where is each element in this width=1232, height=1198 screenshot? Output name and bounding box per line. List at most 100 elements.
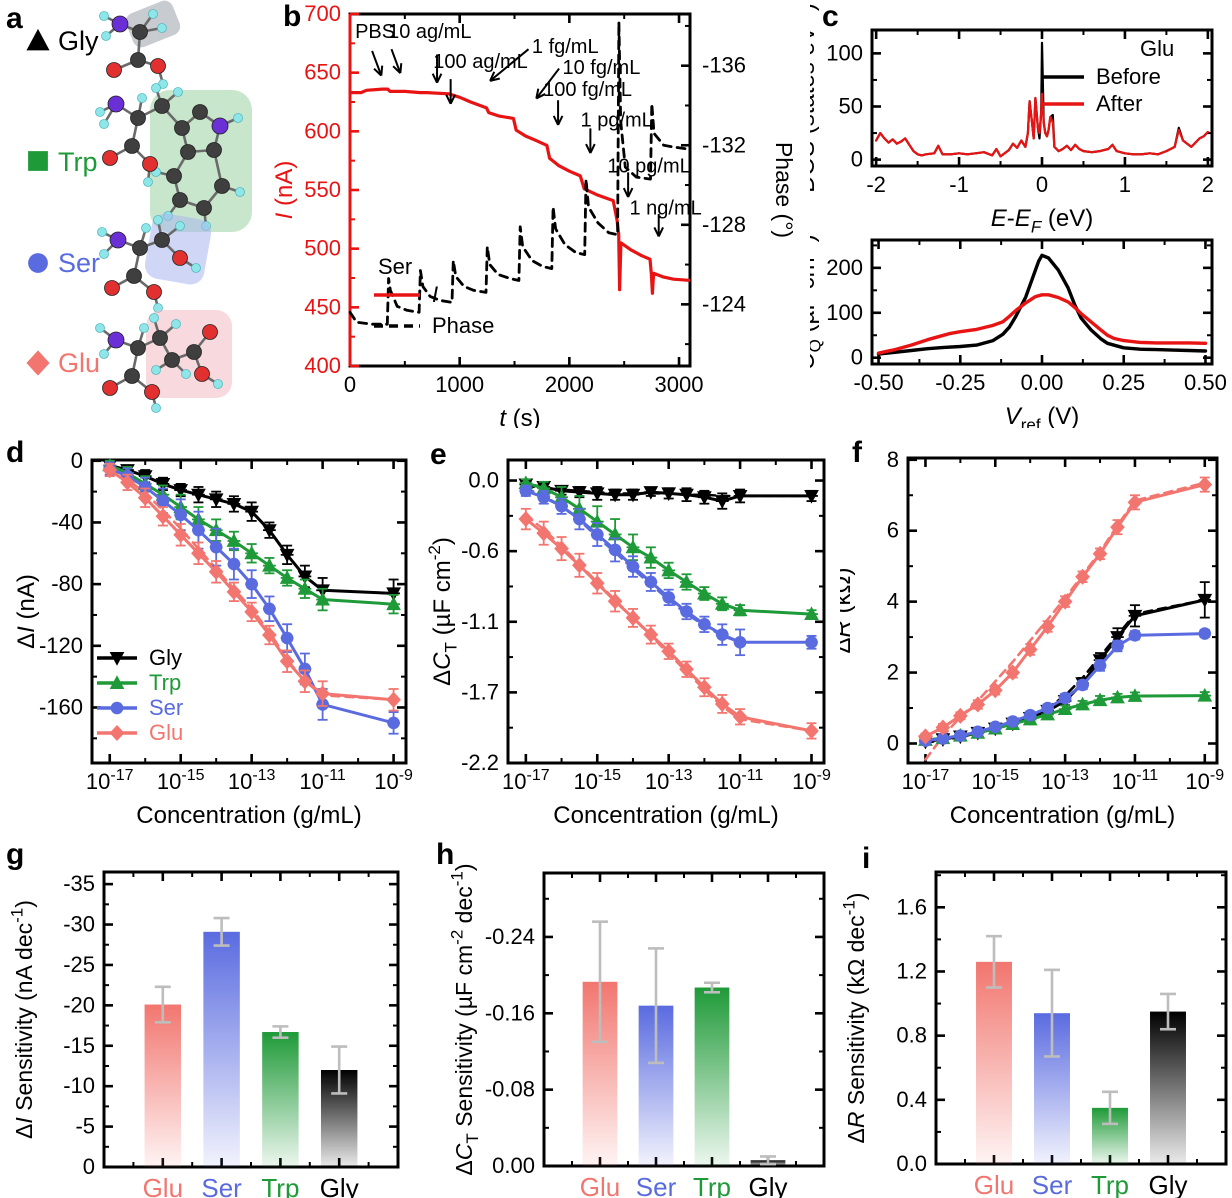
svg-text:ΔI (nA): ΔI (nA) [13,574,40,649]
svg-text:-20: -20 [63,992,95,1017]
svg-text:10-15: 10-15 [971,767,1019,794]
svg-text:-1.1: -1.1 [461,609,499,634]
svg-text:0: 0 [1036,172,1048,197]
dct-sensitivity-bar-chart: 0.00 -0.08 -0.16 -0.24 ΔCT Sensitivity (µF c… [420,830,840,1198]
svg-text:0: 0 [851,345,863,370]
svg-text:100 fg/mL: 100 fg/mL [543,79,632,101]
svg-text:10 pg/mL: 10 pg/mL [607,156,690,178]
panel-c-dos-cq: c -2 -1 0 1 2 0 50 100 E-EF (eV) DOS (states eV-1… [810,0,1232,429]
panel-h-dct-sensitivity: h 0.00 -0.08 -0.16 -0.24 ΔCT Sensitivity (µF… [420,830,840,1198]
svg-text:-136: -136 [702,53,746,78]
svg-text:0.00: 0.00 [492,1153,535,1178]
chart-e: 10-17 10-15 10-13 10-11 10-9 0.0 -0.6 -1.1 -1.7 -… [425,458,831,829]
svg-text:550: 550 [304,177,341,202]
svg-text:PBS: PBS [355,21,395,43]
svg-text:-1.7: -1.7 [461,679,499,704]
svg-text:-1: -1 [949,172,969,197]
svg-text:Glu: Glu [974,1170,1014,1198]
svg-text:50: 50 [839,94,863,119]
svg-text:ΔCT Sensitivity (µF cm-2 dec-1: ΔCT Sensitivity (µF cm-2 dec-1) [447,863,482,1175]
panel-e-delta-ct: e 10-17 10-15 10-13 10-11 10-9 0.0 -0.6 -1.1 -1.… [420,430,840,830]
delta-ct-concentration-chart: 10-17 10-15 10-13 10-11 10-9 0.0 -0.6 -1.1 -1.7 -… [420,430,840,830]
chart-d: 10-17 10-15 10-13 10-11 10-9 0 -40 -80 -120 -160 C… [13,448,413,829]
molecule-diagram: Gly Trp Ser Glu [0,0,270,428]
panel-letter-f: f [852,436,862,469]
svg-text:Trp: Trp [693,1172,731,1198]
chart-i: 0.0 0.4 0.8 1.2 1.6 ΔR Sensitivity (kΩ dec-1)… [840,870,1228,1198]
svg-text:10 ag/mL: 10 ag/mL [388,21,471,43]
svg-text:Trp: Trp [1091,1170,1129,1198]
svg-text:DOS (states eV-1): DOS (states eV-1) [810,3,820,193]
svg-text:10-17: 10-17 [86,767,134,794]
svg-text:-0.16: -0.16 [485,1000,535,1025]
svg-text:10-11: 10-11 [1112,767,1159,794]
svg-text:Concentration (g/mL): Concentration (g/mL) [136,802,361,829]
svg-text:400: 400 [304,353,341,378]
svg-text:10-13: 10-13 [228,767,276,794]
svg-text:200: 200 [826,255,863,280]
di-sensitivity-bar-chart: 0 -5 -10 -15 -20 -25 -30 -35 ΔI Sensitivity (nA … [0,830,420,1198]
svg-text:100: 100 [826,40,863,65]
chart-f: 10-17 10-15 10-13 10-11 10-9 0 2 4 6 8 Concentrati… [840,447,1224,829]
dr-sensitivity-bar-chart: 0.0 0.4 0.8 1.2 1.6 ΔR Sensitivity (kΩ dec-1)… [840,830,1232,1198]
panel-a-molecules: a Gly Trp Ser Glu [0,0,270,428]
svg-text:Ser: Ser [201,1173,242,1198]
svg-text:2000: 2000 [545,372,594,397]
svg-text:0: 0 [851,147,863,172]
svg-text:Glu: Glu [143,1173,183,1198]
svg-text:10-9: 10-9 [792,767,831,794]
svg-text:8: 8 [887,447,899,472]
svg-text:10-17: 10-17 [502,767,550,794]
svg-text:-0.6: -0.6 [461,538,499,563]
svg-text:10-17: 10-17 [902,767,950,794]
svg-text:2: 2 [887,660,899,685]
svg-text:-5: -5 [75,1114,95,1139]
svg-text:t (s): t (s) [499,405,540,428]
svg-text:10-15: 10-15 [157,767,205,794]
svg-text:-10: -10 [63,1073,95,1098]
svg-text:Gly: Gly [149,645,182,670]
svg-text:Ser: Ser [378,254,412,279]
svg-text:Phase: Phase [432,313,494,338]
svg-text:1: 1 [1119,172,1131,197]
svg-text:I (nA): I (nA) [271,161,298,220]
svg-text:Ser: Ser [149,695,183,720]
delta-r-concentration-chart: 10-17 10-15 10-13 10-11 10-9 0 2 4 6 8 Concentrati… [840,430,1232,830]
panel-letter-b: b [283,0,302,33]
svg-text:Glu: Glu [149,720,183,745]
molecule-structures: Gly Trp Ser Glu [26,0,252,413]
svg-text:1 pg/mL: 1 pg/mL [581,110,653,132]
svg-text:I: I [432,282,438,307]
svg-text:Ser: Ser [636,1172,677,1198]
svg-text:ΔR Sensitivity (kΩ dec-1): ΔR Sensitivity (kΩ dec-1) [840,893,869,1144]
svg-text:650: 650 [304,60,341,85]
svg-text:Concentration (g/mL): Concentration (g/mL) [950,802,1175,829]
svg-text:CQ (µF cm-2): CQ (µF cm-2) [810,234,824,370]
svg-text:10-11: 10-11 [299,767,346,794]
svg-text:-40: -40 [51,509,83,534]
svg-text:Trp: Trp [58,147,98,177]
svg-text:After: After [1096,91,1142,116]
svg-text:10-11: 10-11 [717,767,764,794]
chart-g: 0 -5 -10 -15 -20 -25 -30 -35 ΔI Sensitivity (nA … [7,870,400,1198]
svg-text:-2.2: -2.2 [461,750,499,775]
svg-text:-120: -120 [39,633,83,658]
svg-text:100 ag/mL: 100 ag/mL [433,51,528,73]
svg-text:1 ng/mL: 1 ng/mL [629,198,701,220]
svg-text:-25: -25 [63,952,95,977]
panel-letter-c: c [822,0,839,33]
svg-text:E-EF (eV): E-EF (eV) [991,205,1093,236]
svg-text:0: 0 [887,730,899,755]
svg-text:-128: -128 [702,212,746,237]
chart-b: 0 1000 2000 3000 400 450 500 550 600 650 700 -124 -1… [271,1,797,428]
svg-text:700: 700 [304,1,341,26]
dos-and-quantum-capacitance-charts: -2 -1 0 1 2 0 50 100 E-EF (eV) DOS (states eV-1) G… [810,0,1232,428]
svg-text:3000: 3000 [655,372,704,397]
svg-text:2: 2 [1202,172,1214,197]
svg-text:1.6: 1.6 [896,894,927,919]
svg-text:Trp: Trp [149,670,181,695]
svg-text:-15: -15 [63,1033,95,1058]
svg-text:Gly: Gly [749,1172,788,1198]
panel-letter-e: e [430,438,447,471]
